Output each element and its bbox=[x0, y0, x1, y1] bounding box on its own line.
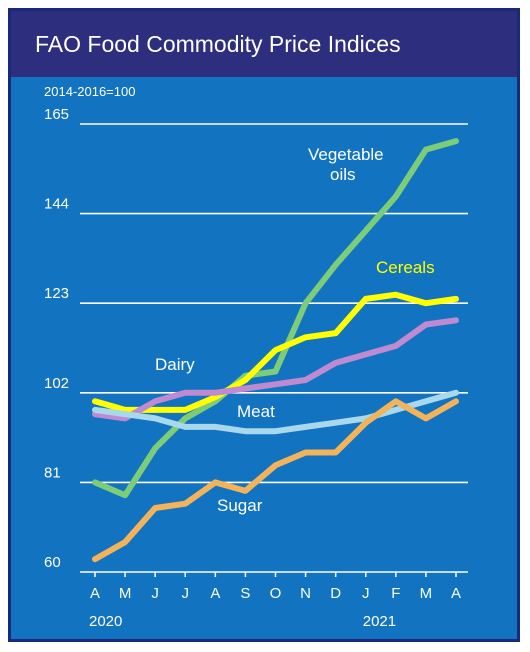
x-tick-label: J bbox=[182, 585, 190, 602]
y-tick-label: 60 bbox=[44, 554, 61, 571]
y-tick-label: 144 bbox=[44, 196, 69, 213]
x-tick-label: N bbox=[300, 585, 311, 602]
series-label-cereals: Cereals bbox=[376, 258, 435, 277]
y-tick-label: 81 bbox=[44, 464, 61, 481]
series-line-sugar bbox=[92, 398, 459, 563]
x-tick-label: A bbox=[210, 585, 220, 602]
y-tick-label: 165 bbox=[44, 106, 69, 123]
series-line-vegetable-oils bbox=[92, 138, 459, 499]
x-tick-label: S bbox=[240, 585, 250, 602]
series-line-meat bbox=[92, 389, 459, 435]
x-tick-label: D bbox=[330, 585, 341, 602]
series-line-cereals bbox=[92, 291, 459, 413]
series-label-vegetable-oils: Vegetable bbox=[308, 145, 384, 164]
x-tick-label: M bbox=[119, 585, 132, 602]
year-label-2020: 2020 bbox=[89, 613, 122, 630]
series-line-dairy bbox=[92, 317, 459, 422]
y-tick-label: 102 bbox=[44, 375, 69, 392]
y-tick-label: 123 bbox=[44, 285, 69, 302]
title-bar: FAO Food Commodity Price Indices bbox=[11, 11, 517, 77]
year-label-2021: 2021 bbox=[363, 613, 396, 630]
x-tick-label: M bbox=[420, 585, 433, 602]
x-tick-label: J bbox=[362, 585, 370, 602]
x-tick-label: A bbox=[90, 585, 100, 602]
series-label-vegetable-oils: oils bbox=[330, 165, 356, 184]
x-tick-label: F bbox=[391, 585, 400, 602]
series-label-sugar: Sugar bbox=[217, 496, 263, 515]
series-label-dairy: Dairy bbox=[155, 355, 195, 374]
series-label-meat: Meat bbox=[237, 402, 275, 421]
chart-title: FAO Food Commodity Price Indices bbox=[35, 30, 401, 57]
x-tick-label: J bbox=[151, 585, 159, 602]
x-tick-label: A bbox=[451, 585, 461, 602]
x-tick-label: O bbox=[270, 585, 282, 602]
base-period-label: 2014-2016=100 bbox=[44, 84, 135, 99]
